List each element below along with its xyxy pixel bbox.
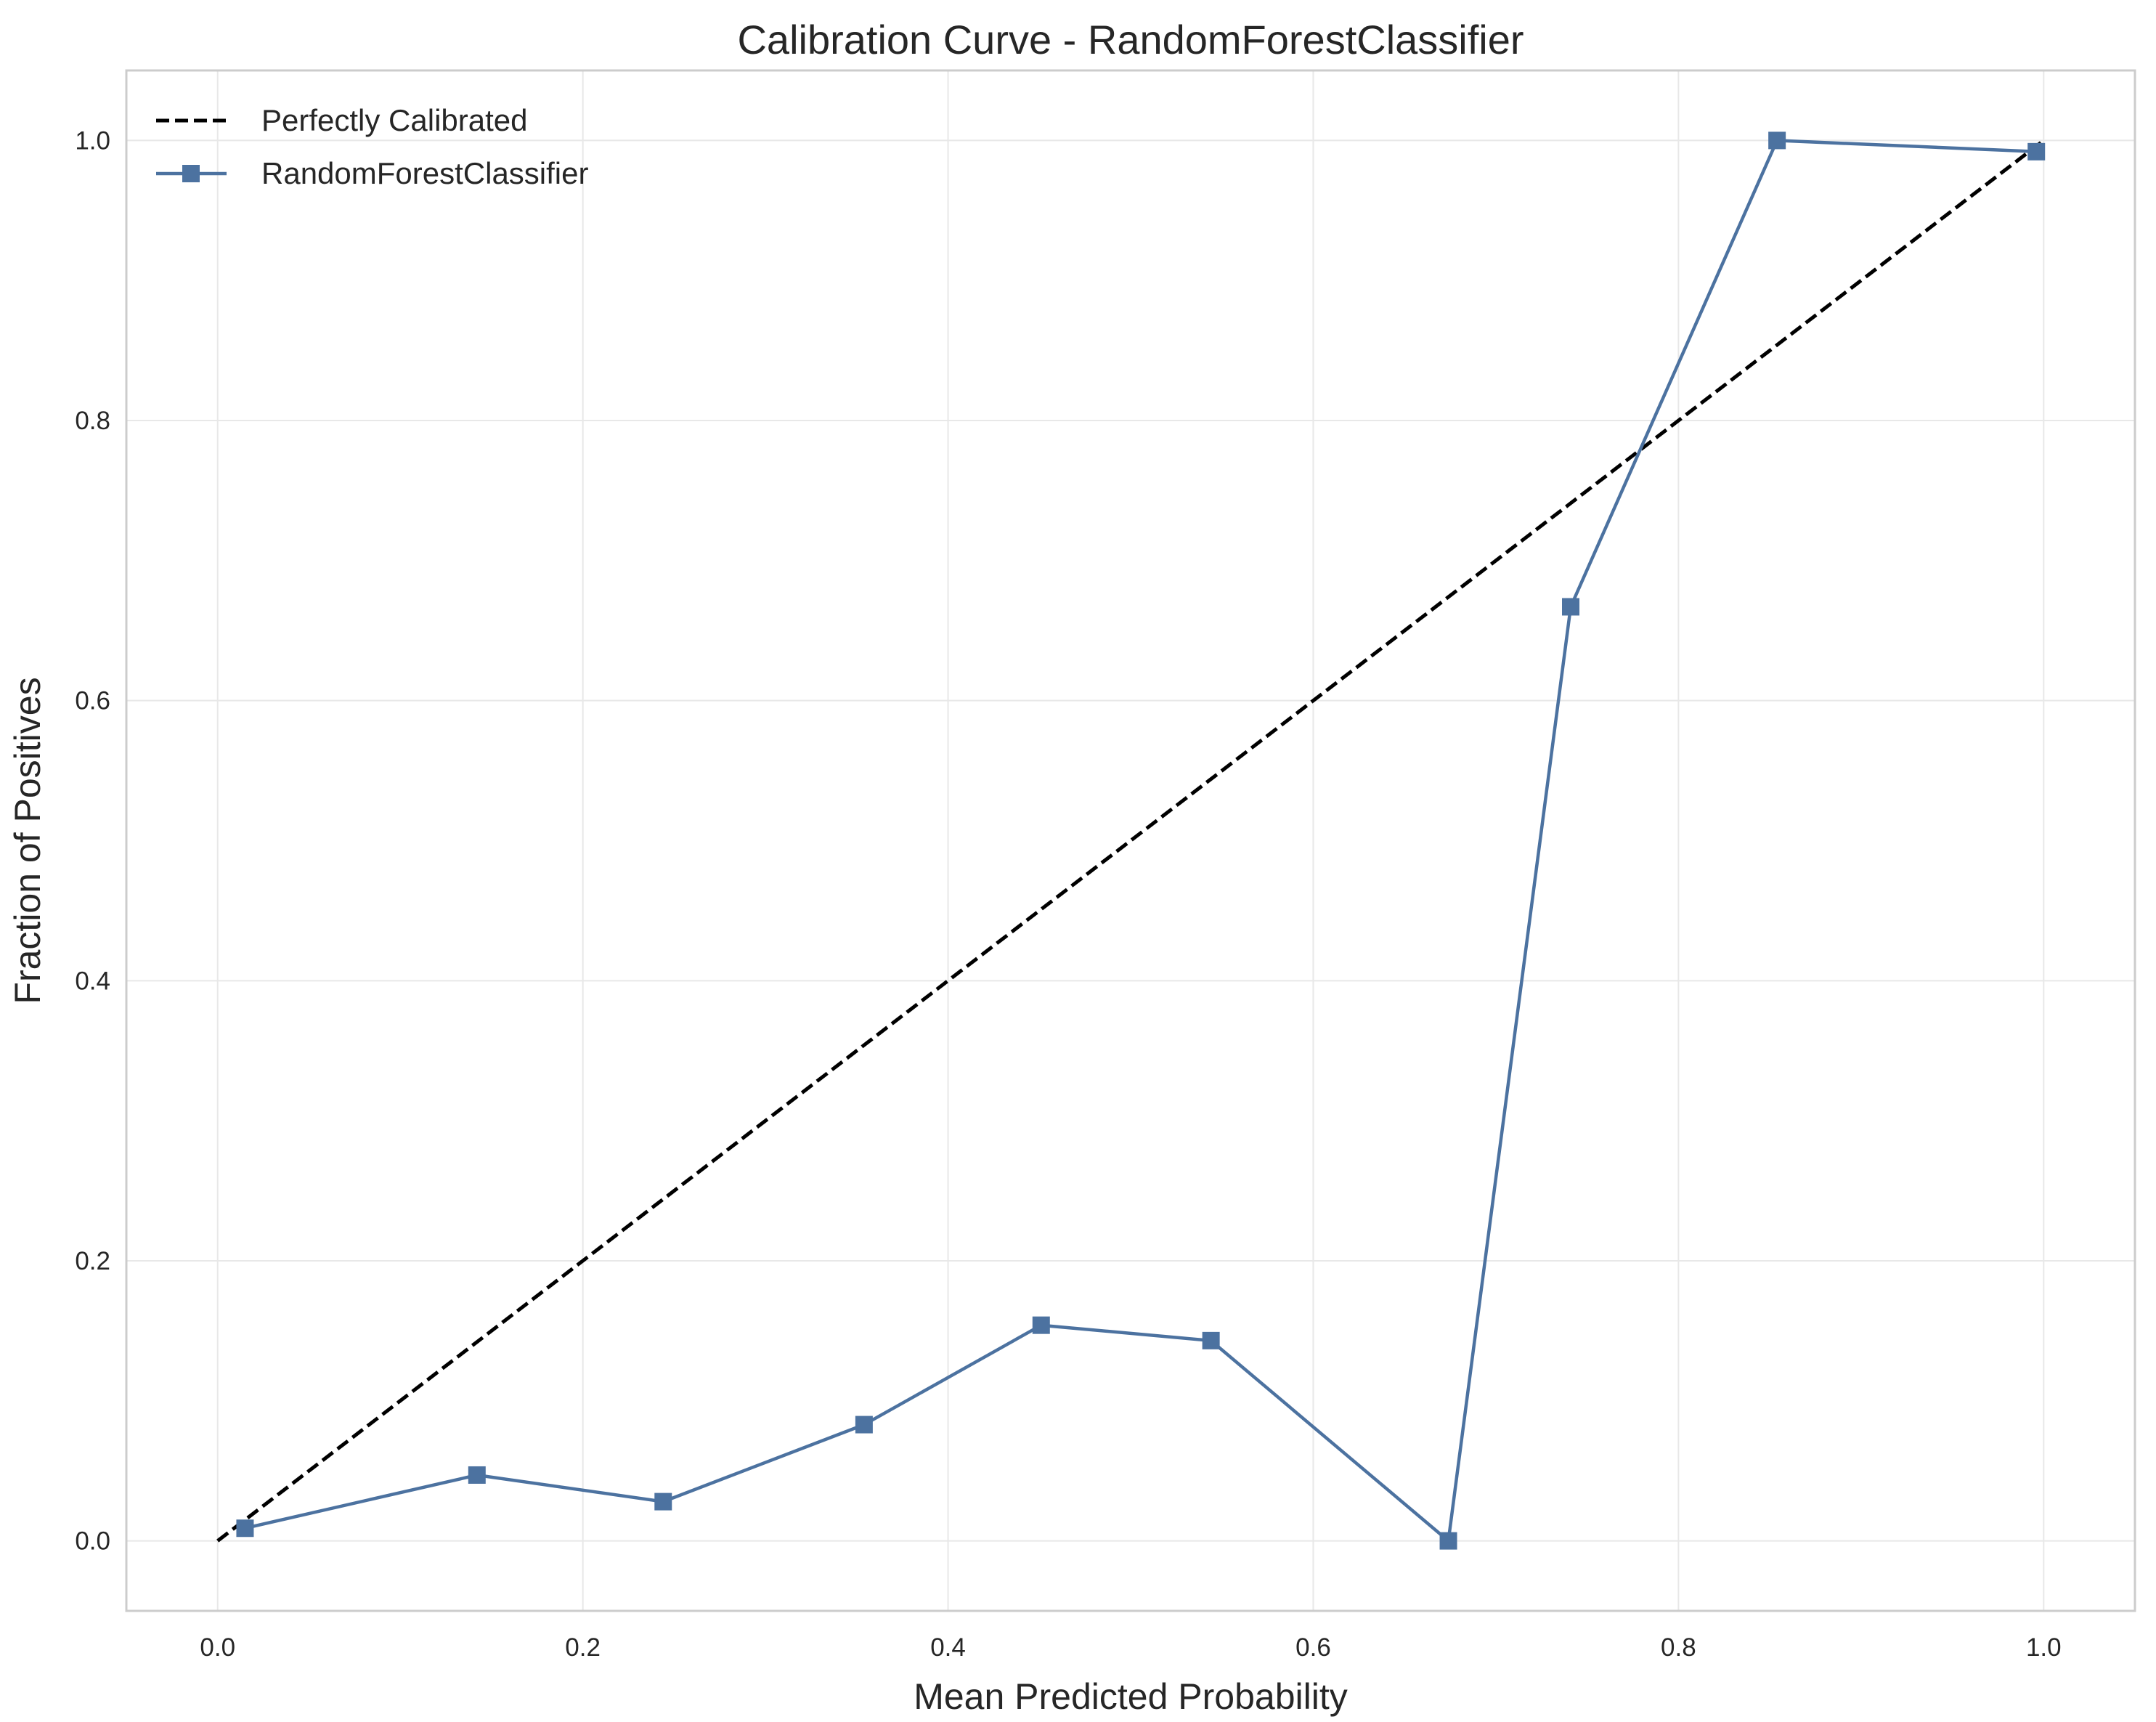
tick-labels: 0.0 0.2 0.4 0.6 0.8 1.0 0.0 0.2 0.4 0.6 0.8 1.0 xyxy=(75,126,2061,1662)
data-point-marker xyxy=(855,1416,873,1434)
data-point-marker xyxy=(654,1492,672,1511)
legend: Perfectly Calibrated RandomForestClassifi… xyxy=(156,103,588,190)
data-point-marker xyxy=(1439,1532,1457,1550)
x-tick-label: 0.4 xyxy=(930,1633,966,1662)
x-tick-label: 0.8 xyxy=(1661,1633,1696,1662)
series-line-perfectly-calibrated xyxy=(216,139,2045,1543)
legend-label-0: Perfectly Calibrated xyxy=(261,103,528,137)
data-point-marker xyxy=(1202,1331,1220,1349)
legend-marker xyxy=(182,165,200,182)
plot-frame xyxy=(125,69,2136,1612)
data-point-marker xyxy=(1768,131,1786,150)
data-point-marker xyxy=(1562,598,1580,616)
y-tick-label: 0.6 xyxy=(75,687,110,715)
x-tick-label: 0.6 xyxy=(1295,1633,1331,1662)
data-point-marker xyxy=(2027,142,2046,161)
legend-label-1: RandomForestClassifier xyxy=(261,156,588,190)
data-point-marker xyxy=(1032,1316,1050,1334)
series-layer xyxy=(216,131,2046,1550)
data-point-marker xyxy=(468,1466,486,1484)
data-point-marker xyxy=(236,1519,254,1538)
y-axis-label: Fraction of Positives xyxy=(7,677,48,1004)
y-tick-label: 0.8 xyxy=(75,407,110,435)
y-tick-label: 0.4 xyxy=(75,967,110,995)
x-axis-label: Mean Predicted Probability xyxy=(914,1676,1348,1717)
x-tick-label: 0.0 xyxy=(200,1633,235,1662)
series-line-random-forest xyxy=(244,139,2037,1543)
x-tick-label: 0.2 xyxy=(565,1633,601,1662)
y-tick-label: 0.0 xyxy=(75,1527,110,1556)
y-tick-label: 0.2 xyxy=(75,1247,110,1275)
grid-lines xyxy=(126,70,2135,1611)
x-tick-label: 1.0 xyxy=(2026,1633,2062,1662)
y-tick-label: 1.0 xyxy=(75,126,110,155)
chart-title: Calibration Curve - RandomForestClassifi… xyxy=(737,17,1524,62)
